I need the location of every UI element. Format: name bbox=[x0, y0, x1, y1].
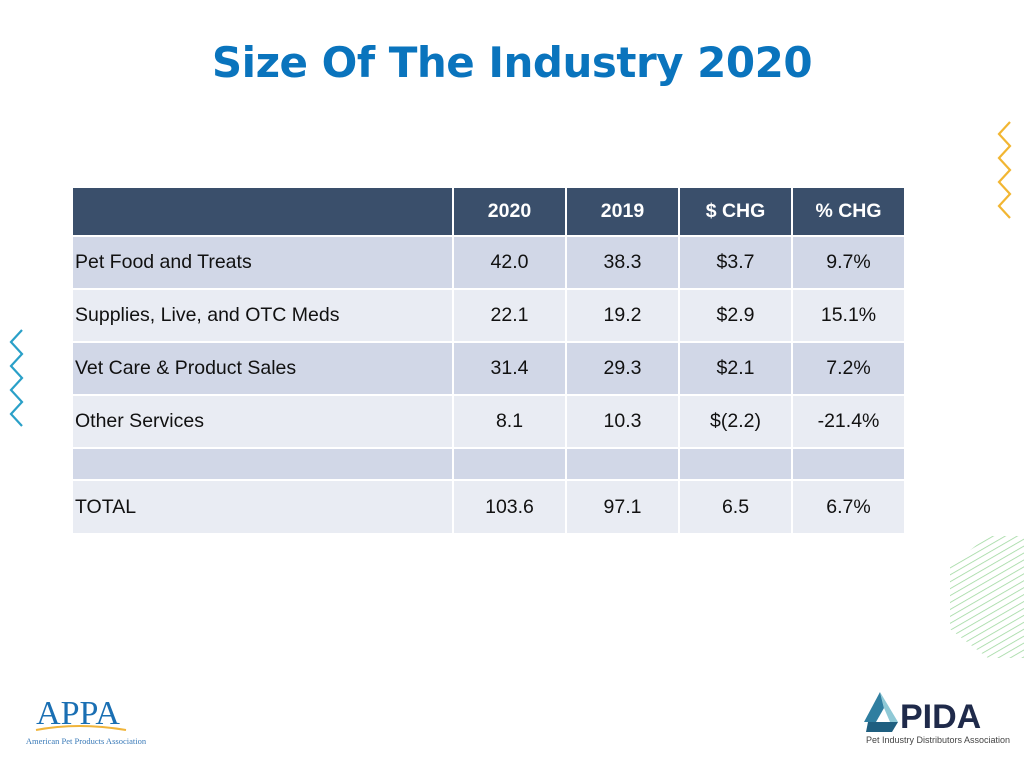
appa-logo-mark: APPA American Pet Products Association bbox=[26, 695, 147, 746]
spacer-cell bbox=[73, 449, 452, 479]
slide-title: Size Of The Industry 2020 bbox=[211, 38, 813, 87]
total-2019: 97.1 bbox=[567, 481, 678, 533]
value-2019: 19.2 bbox=[567, 290, 678, 341]
pida-logo: PIDA Pet Industry Distributors Associati… bbox=[862, 688, 1012, 748]
row-label: Vet Care & Product Sales bbox=[73, 343, 452, 394]
table-row: Other Services 8.1 10.3 $(2.2) -21.4% bbox=[73, 396, 904, 447]
pida-logo-name: PIDA bbox=[900, 698, 981, 736]
teal-zigzag-decoration bbox=[9, 329, 24, 427]
industry-size-table: 2020 2019 $ CHG % CHG Pet Food and Treat… bbox=[71, 186, 906, 535]
value-percent-change: 7.2% bbox=[793, 343, 904, 394]
table-header-row: 2020 2019 $ CHG % CHG bbox=[73, 188, 904, 235]
pida-logo-mark: PIDA Pet Industry Distributors Associati… bbox=[864, 692, 1010, 745]
value-percent-change: 15.1% bbox=[793, 290, 904, 341]
appa-logo: APPA American Pet Products Association bbox=[18, 692, 158, 752]
table-row: Vet Care & Product Sales 31.4 29.3 $2.1 … bbox=[73, 343, 904, 394]
value-percent-change: 9.7% bbox=[793, 237, 904, 288]
row-label: Pet Food and Treats bbox=[73, 237, 452, 288]
value-2020: 31.4 bbox=[454, 343, 565, 394]
value-dollar-change: $(2.2) bbox=[680, 396, 791, 447]
value-dollar-change: $3.7 bbox=[680, 237, 791, 288]
spacer-cell bbox=[793, 449, 904, 479]
table-row: Pet Food and Treats 42.0 38.3 $3.7 9.7% bbox=[73, 237, 904, 288]
value-percent-change: -21.4% bbox=[793, 396, 904, 447]
appa-logo-subtitle: American Pet Products Association bbox=[26, 736, 147, 746]
table-row-spacer bbox=[73, 449, 904, 479]
value-2020: 8.1 bbox=[454, 396, 565, 447]
row-label: Supplies, Live, and OTC Meds bbox=[73, 290, 452, 341]
header-category bbox=[73, 188, 452, 235]
total-dollar-change: 6.5 bbox=[680, 481, 791, 533]
value-2020: 22.1 bbox=[454, 290, 565, 341]
green-hatched-hexagon-decoration bbox=[950, 536, 1024, 658]
row-label: Other Services bbox=[73, 396, 452, 447]
value-2019: 38.3 bbox=[567, 237, 678, 288]
header-2020: 2020 bbox=[454, 188, 565, 235]
value-2019: 10.3 bbox=[567, 396, 678, 447]
total-2020: 103.6 bbox=[454, 481, 565, 533]
table-total-row: TOTAL 103.6 97.1 6.5 6.7% bbox=[73, 481, 904, 533]
value-dollar-change: $2.1 bbox=[680, 343, 791, 394]
table-row: Supplies, Live, and OTC Meds 22.1 19.2 $… bbox=[73, 290, 904, 341]
spacer-cell bbox=[567, 449, 678, 479]
value-2019: 29.3 bbox=[567, 343, 678, 394]
value-dollar-change: $2.9 bbox=[680, 290, 791, 341]
spacer-cell bbox=[454, 449, 565, 479]
pida-logo-subtitle: Pet Industry Distributors Association bbox=[866, 735, 1010, 745]
header-dollar-change: $ CHG bbox=[680, 188, 791, 235]
total-label: TOTAL bbox=[73, 481, 452, 533]
yellow-zigzag-decoration bbox=[997, 121, 1012, 219]
spacer-cell bbox=[680, 449, 791, 479]
header-2019: 2019 bbox=[567, 188, 678, 235]
value-2020: 42.0 bbox=[454, 237, 565, 288]
header-percent-change: % CHG bbox=[793, 188, 904, 235]
total-percent-change: 6.7% bbox=[793, 481, 904, 533]
